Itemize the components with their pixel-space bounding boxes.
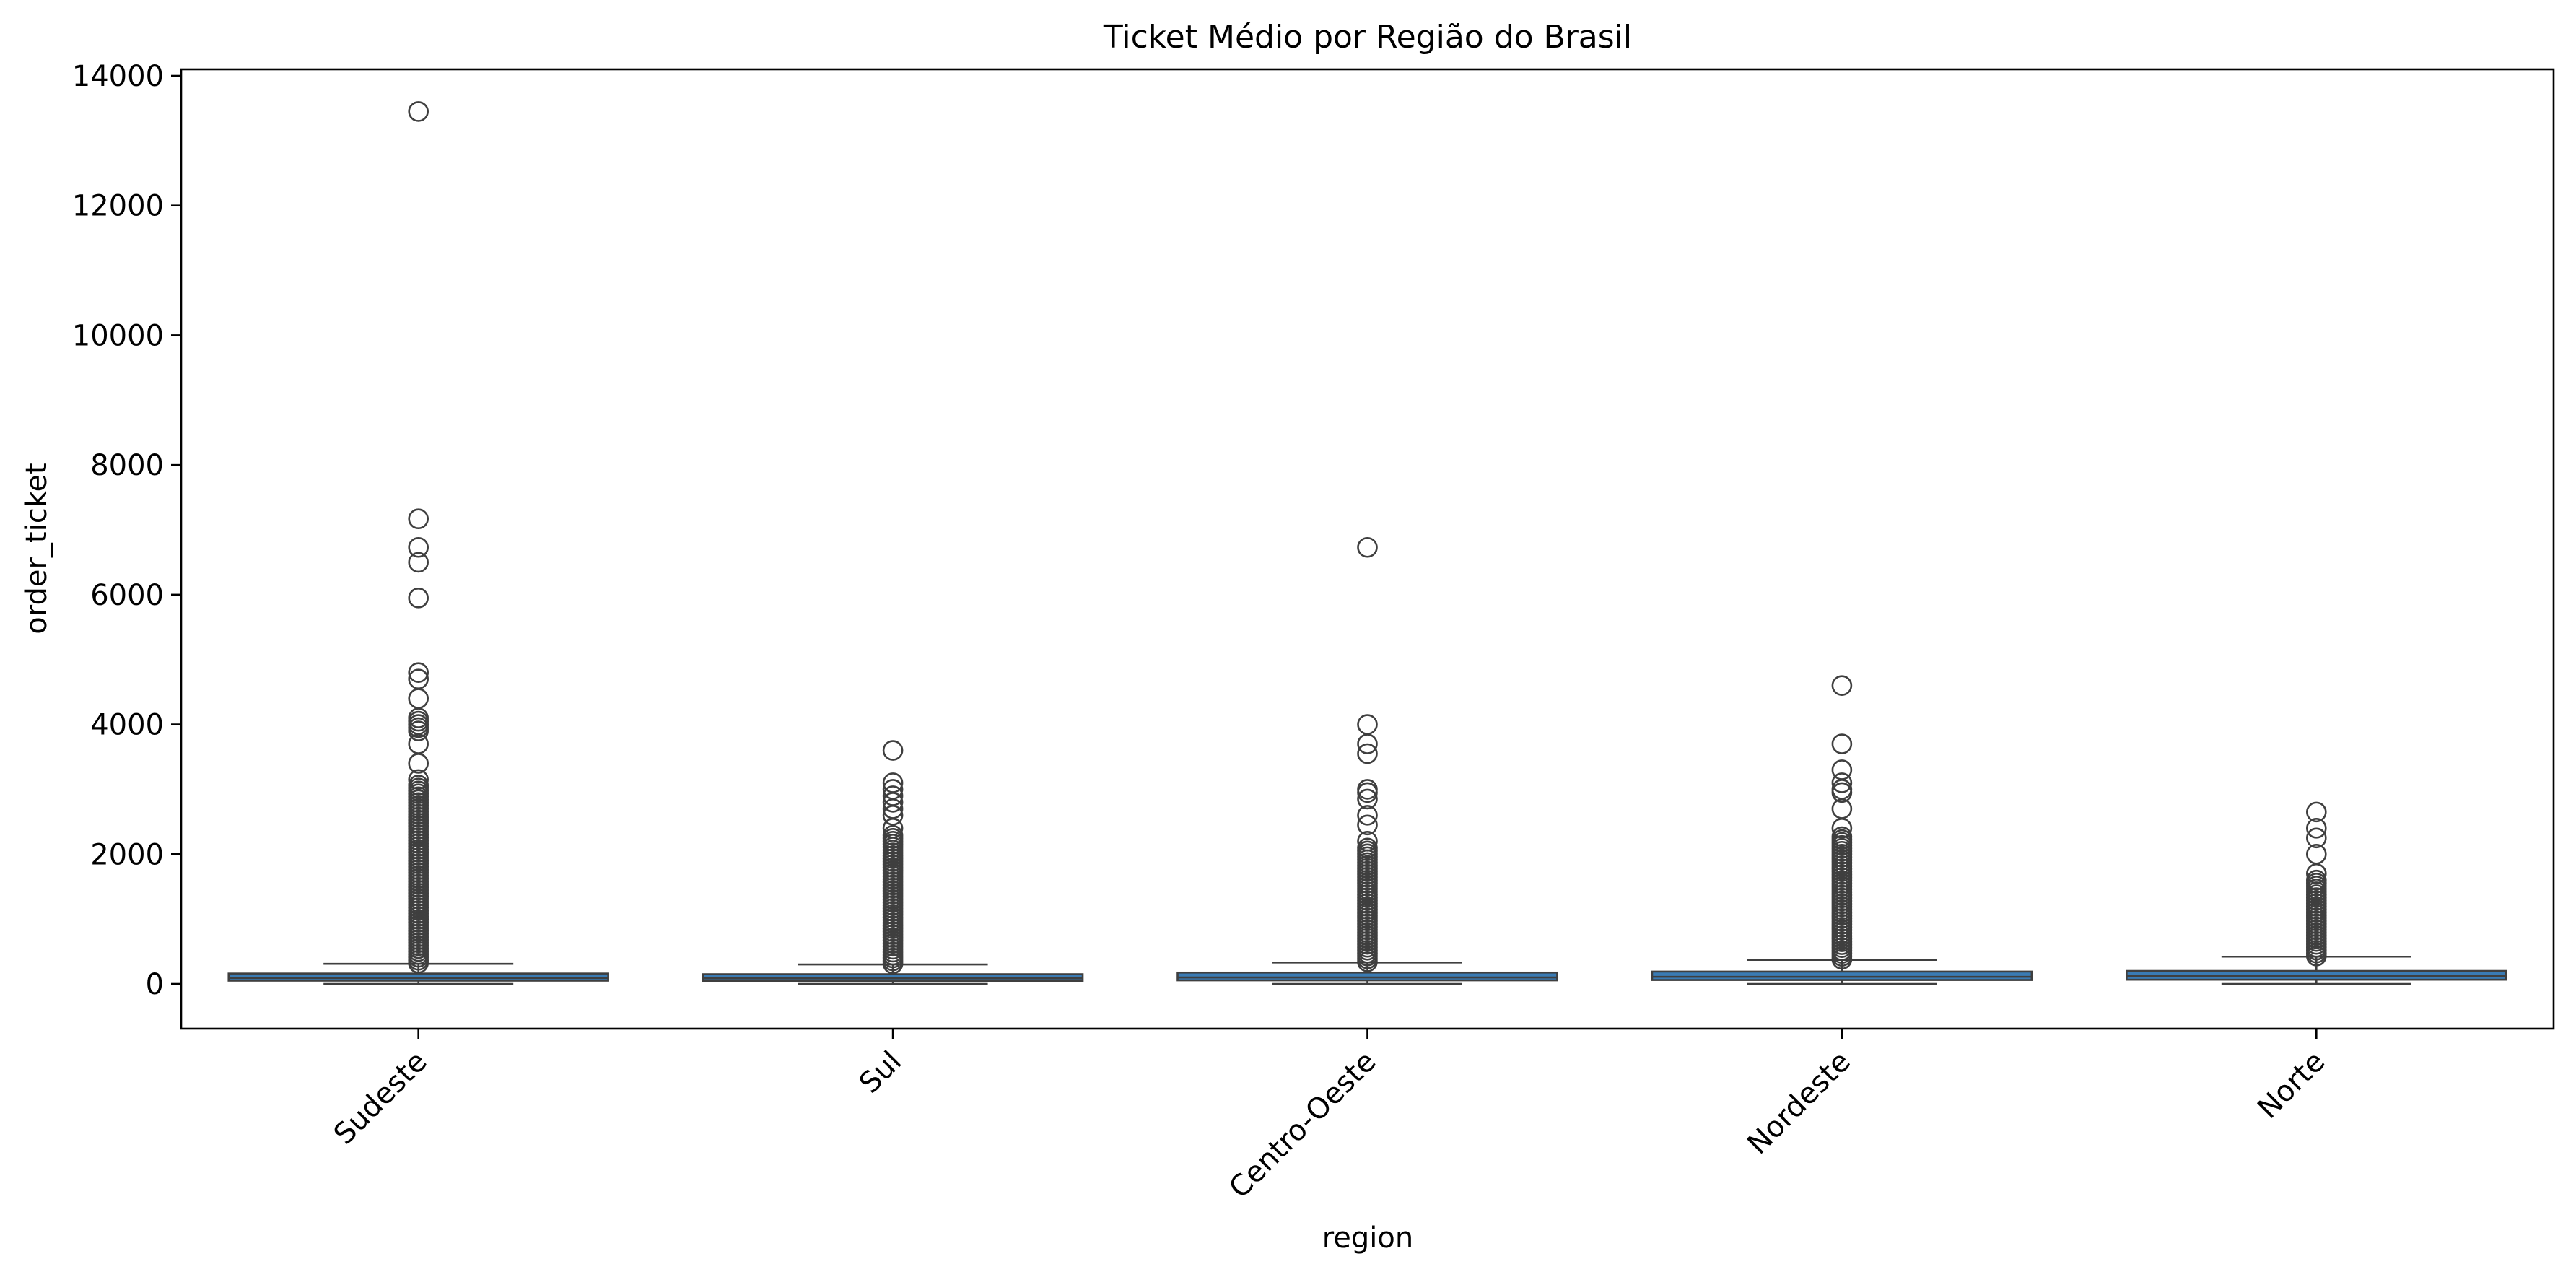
box-group bbox=[1651, 675, 2033, 985]
outlier-point bbox=[1357, 788, 1378, 810]
outlier-point bbox=[2306, 818, 2327, 839]
outlier-point bbox=[408, 588, 429, 609]
box bbox=[1651, 970, 2033, 981]
outlier-point bbox=[882, 824, 904, 846]
outlier-point bbox=[2306, 827, 2327, 849]
outlier-point bbox=[408, 552, 429, 573]
outlier-point bbox=[1831, 675, 1853, 696]
box-group bbox=[2126, 801, 2507, 985]
outlier-point bbox=[1357, 805, 1378, 826]
y-tick-label: 6000 bbox=[90, 579, 164, 612]
box-group bbox=[227, 101, 609, 985]
outlier-point bbox=[408, 101, 429, 122]
box-group bbox=[1176, 536, 1558, 985]
y-axis-label: order_ticket bbox=[20, 463, 53, 634]
box bbox=[227, 972, 609, 982]
outlier-point bbox=[1357, 779, 1378, 800]
outlier-point bbox=[408, 668, 429, 689]
outlier-point bbox=[1831, 759, 1853, 780]
box bbox=[1176, 971, 1558, 982]
outlier-point bbox=[1357, 814, 1378, 836]
outlier-point bbox=[1831, 826, 1853, 847]
y-tick-label: 8000 bbox=[90, 449, 164, 482]
outlier-point bbox=[408, 662, 429, 683]
box-group bbox=[702, 740, 1084, 985]
outlier-point bbox=[1357, 831, 1378, 852]
chart-title: Ticket Médio por Região do Brasil bbox=[1103, 19, 1632, 56]
x-axis-label: region bbox=[1322, 1221, 1414, 1255]
outlier-point bbox=[1357, 837, 1378, 859]
plot-frame bbox=[180, 68, 2555, 1030]
y-tick-label: 14000 bbox=[72, 60, 164, 93]
y-tick-label: 0 bbox=[146, 968, 164, 1001]
outlier-point bbox=[882, 740, 904, 761]
y-axis: 0 2000 4000 6000 8000 10000 12000 14000 bbox=[72, 60, 181, 1001]
outlier-point bbox=[408, 536, 429, 558]
outlier-point bbox=[1831, 772, 1853, 793]
outlier-point bbox=[408, 775, 429, 796]
outlier-point bbox=[1831, 733, 1853, 754]
outlier-point bbox=[882, 772, 904, 793]
outlier-point bbox=[2306, 843, 2327, 865]
boxes-layer bbox=[227, 101, 2507, 985]
outlier-point bbox=[882, 785, 904, 806]
outlier-point bbox=[408, 769, 429, 790]
outlier-point bbox=[1357, 743, 1378, 764]
y-tick-label: 12000 bbox=[72, 190, 164, 223]
outlier-point bbox=[2306, 869, 2327, 891]
outlier-point bbox=[1357, 536, 1378, 558]
outlier-point bbox=[408, 508, 429, 530]
y-tick-label: 2000 bbox=[90, 838, 164, 871]
outlier-point bbox=[1357, 714, 1378, 735]
y-tick-label: 10000 bbox=[72, 319, 164, 352]
outlier-point bbox=[2306, 801, 2327, 823]
y-tick-label: 4000 bbox=[90, 709, 164, 742]
outlier-point bbox=[882, 779, 904, 800]
